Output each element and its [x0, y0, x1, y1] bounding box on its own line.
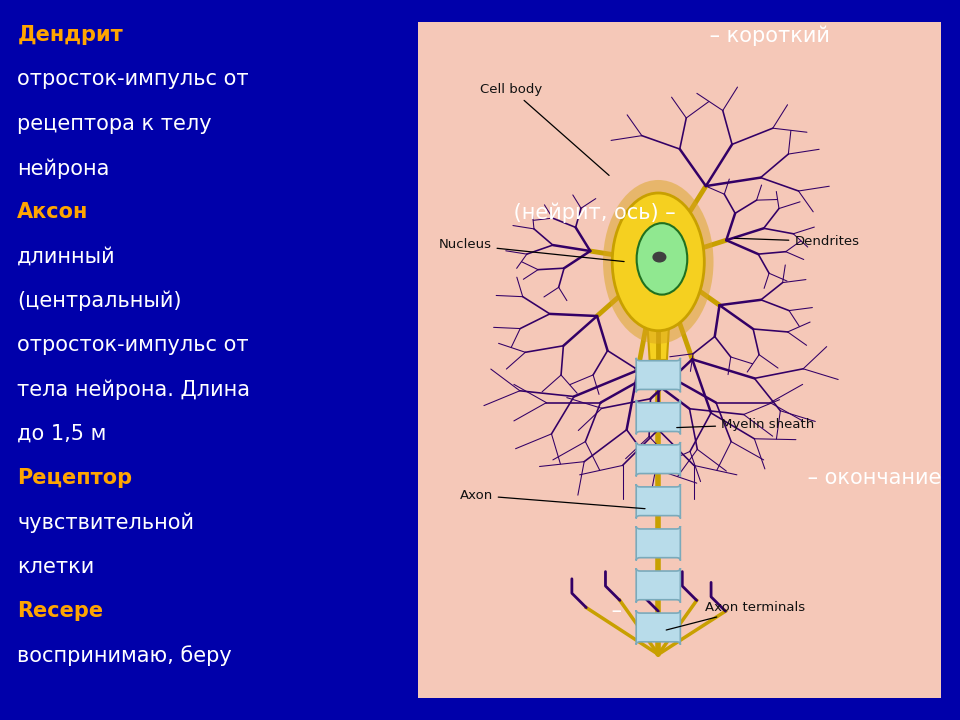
Text: рецептора к телу: рецептора к телу [17, 114, 212, 134]
Text: Nucleus: Nucleus [439, 238, 624, 261]
Text: (центральный): (центральный) [17, 291, 181, 311]
Polygon shape [647, 314, 670, 360]
Text: отросток-импульс от: отросток-импульс от [17, 336, 249, 355]
Text: чувствительной: чувствительной [17, 513, 194, 533]
Text: отросток-импульс от: отросток-импульс от [17, 70, 249, 89]
Ellipse shape [636, 223, 687, 294]
Text: до 1,5 м: до 1,5 м [17, 423, 107, 444]
Text: Axon: Axon [460, 489, 645, 508]
Ellipse shape [603, 180, 713, 343]
Text: Myelin sheath: Myelin sheath [677, 418, 814, 431]
Text: нейрона: нейрона [17, 158, 109, 179]
Text: –: – [605, 600, 622, 621]
FancyBboxPatch shape [636, 442, 681, 477]
FancyBboxPatch shape [636, 526, 681, 561]
FancyBboxPatch shape [636, 358, 681, 392]
Text: Recеpe: Recеpe [17, 600, 104, 621]
FancyBboxPatch shape [636, 484, 681, 518]
Text: воспринимаю, беру: воспринимаю, беру [17, 645, 232, 666]
Text: Аксон: Аксон [17, 202, 88, 222]
Text: длинный: длинный [17, 246, 116, 266]
Ellipse shape [612, 193, 705, 330]
Text: клетки: клетки [17, 557, 94, 577]
FancyBboxPatch shape [636, 610, 681, 644]
Text: – короткий: – короткий [703, 25, 829, 45]
FancyBboxPatch shape [636, 400, 681, 434]
Bar [418, 22, 941, 698]
FancyBboxPatch shape [636, 568, 681, 603]
Text: Cell body: Cell body [480, 83, 609, 176]
Text: Dendrites: Dendrites [734, 235, 859, 248]
Text: Рецептор: Рецептор [17, 468, 132, 488]
Circle shape [653, 252, 665, 262]
Text: Axon terminals: Axon terminals [666, 600, 805, 630]
Text: (нейрит, ось) –: (нейрит, ось) – [507, 202, 676, 222]
Text: тела нейрона. Длина: тела нейрона. Длина [17, 379, 251, 400]
Text: Дендрит: Дендрит [17, 25, 123, 45]
Text: – окончание: – окончание [801, 468, 941, 488]
